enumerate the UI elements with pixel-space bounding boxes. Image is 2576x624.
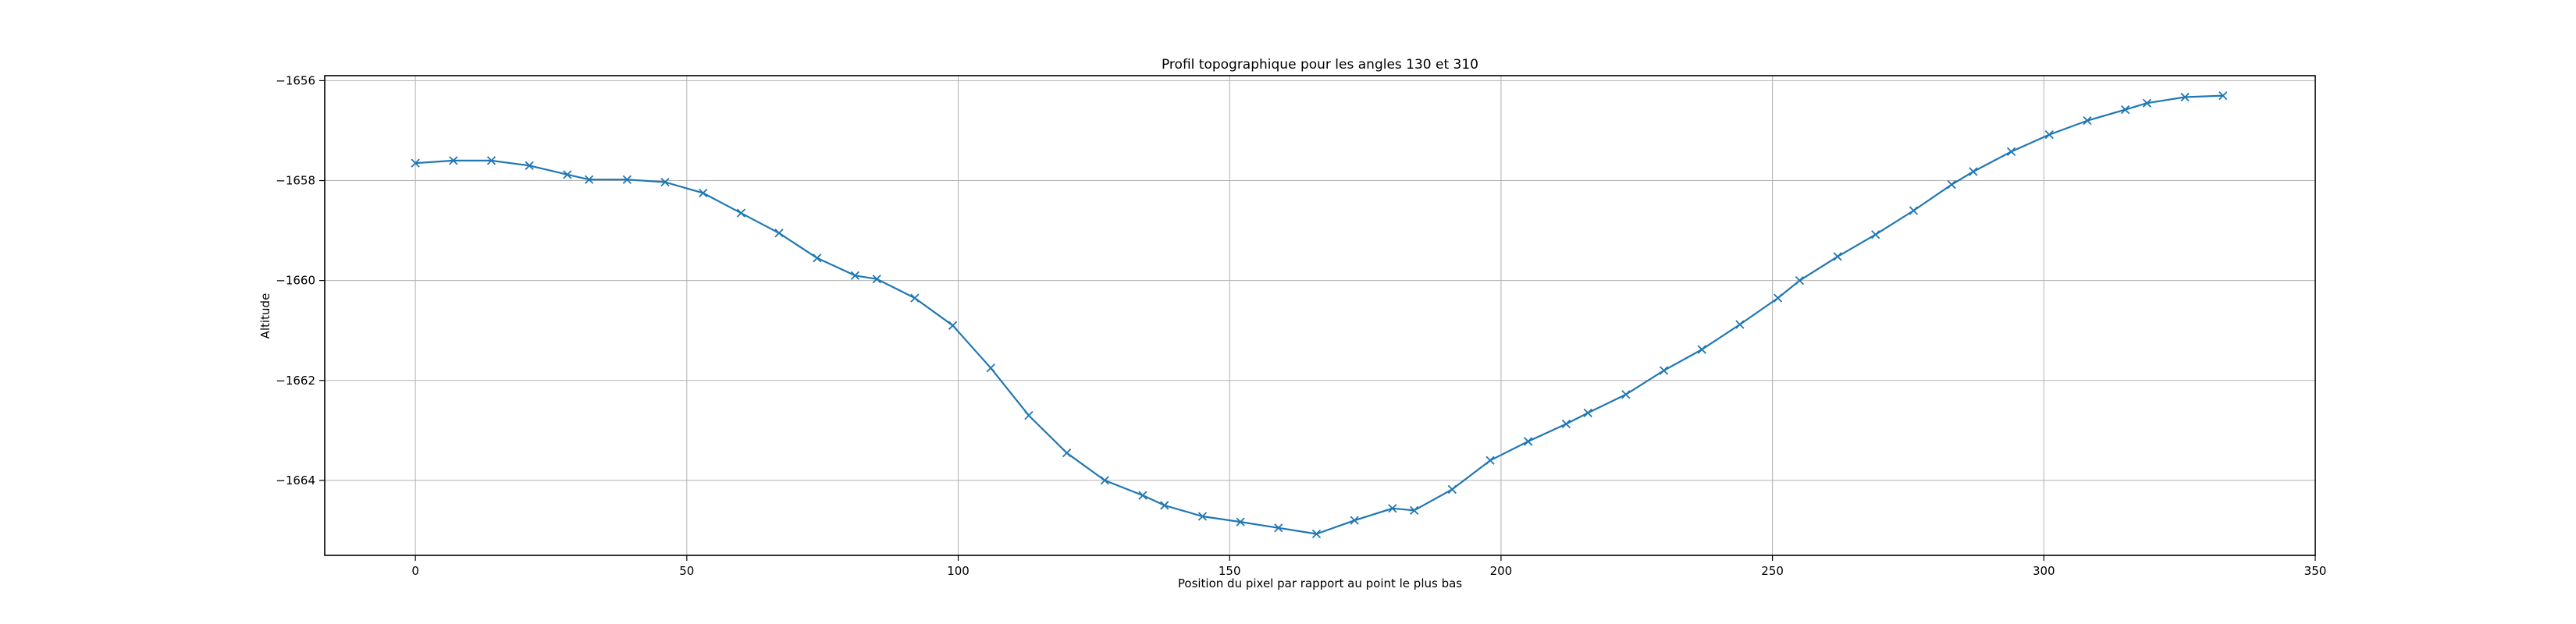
data-point-marker: [1197, 512, 1208, 521]
data-point-marker: [2180, 92, 2190, 102]
data-point-marker: [622, 175, 632, 184]
data-point-marker: [449, 156, 458, 165]
y-tick-label: −1660: [276, 274, 315, 288]
data-point-marker: [1138, 491, 1147, 500]
series-markers: [411, 90, 2228, 539]
data-point-marker: [1524, 437, 1533, 446]
x-tick-label: 200: [1490, 564, 1513, 578]
x-tick-label: 300: [2033, 564, 2055, 578]
data-point-marker: [986, 363, 995, 373]
data-point-marker: [1388, 504, 1397, 513]
data-point-marker: [2006, 147, 2016, 157]
data-point-marker: [1160, 501, 1169, 510]
data-point-marker: [1062, 448, 1072, 458]
data-point-marker: [1236, 517, 1245, 526]
x-tick-label: 50: [679, 564, 694, 578]
data-point-marker: [1274, 523, 1283, 533]
data-point-marker: [1773, 293, 1783, 303]
data-point-marker: [1795, 276, 1805, 285]
data-point-marker: [1659, 366, 1669, 375]
data-point-marker: [2218, 90, 2228, 101]
chart-title: Profil topographique pour les angles 130…: [1162, 57, 1478, 73]
data-point-marker: [699, 188, 708, 198]
data-point-marker: [660, 177, 670, 187]
data-point-marker: [1947, 180, 1956, 190]
data-point-marker: [2142, 98, 2152, 108]
x-axis-ticks: 0 50 100 150 200 250 300 350: [411, 555, 2326, 578]
data-point-marker: [2044, 129, 2054, 140]
data-point-marker: [1909, 206, 1919, 215]
data-point-marker: [1871, 230, 1880, 239]
data-point-marker: [1100, 476, 1109, 485]
plot-area-frame: [324, 75, 2316, 556]
data-point-marker: [1969, 167, 1978, 176]
data-point-marker: [1447, 484, 1457, 495]
data-point-marker: [411, 158, 420, 168]
data-point-marker: [1583, 408, 1592, 418]
data-point-marker: [850, 271, 860, 280]
data-point-marker: [486, 156, 496, 165]
data-point-marker: [1410, 505, 1419, 515]
y-tick-label: −1658: [276, 174, 315, 188]
data-point-marker: [1311, 529, 1322, 539]
data-point-marker: [2083, 116, 2092, 126]
data-point-marker: [525, 161, 534, 170]
x-tick-label: 0: [411, 564, 419, 578]
y-axis-ticks: −1656 −1658 −1660 −1662 −1664: [276, 73, 325, 488]
x-tick-label: 350: [2304, 564, 2327, 578]
series-line: [415, 94, 2223, 535]
data-point-marker: [1833, 252, 1842, 261]
y-tick-label: −1656: [276, 73, 315, 87]
x-tick-label: 250: [1761, 564, 1784, 578]
x-tick-label: 150: [1219, 564, 1241, 578]
y-tick-label: −1664: [276, 473, 315, 488]
y-axis-label: Altitude: [258, 293, 272, 339]
data-point-marker: [872, 275, 881, 284]
x-tick-label: 100: [947, 564, 970, 578]
data-point-marker: [1350, 516, 1359, 525]
series-line-group: [415, 94, 2223, 535]
data-point-marker: [1485, 456, 1495, 465]
y-tick-label: −1662: [276, 374, 315, 388]
data-point-marker: [1561, 419, 1571, 429]
data-point-marker: [585, 175, 594, 184]
data-point-marker: [1024, 410, 1034, 420]
x-axis-label: Position du pixel par rapport au point l…: [1178, 576, 1462, 590]
grid-lines: [325, 76, 2316, 555]
data-point-marker: [813, 254, 822, 263]
data-point-marker: [1697, 345, 1706, 354]
data-point-marker: [736, 208, 746, 218]
data-point-marker: [1621, 390, 1631, 399]
data-point-marker: [563, 170, 572, 179]
data-point-marker: [774, 229, 784, 238]
data-point-marker: [2120, 105, 2130, 115]
data-point-marker: [910, 293, 920, 303]
data-point-marker: [1735, 320, 1745, 329]
data-point-marker: [948, 321, 958, 330]
